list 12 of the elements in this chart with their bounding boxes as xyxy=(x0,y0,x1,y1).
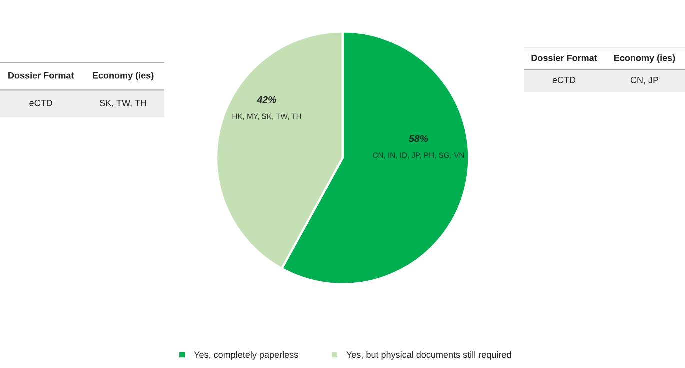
text: Dossier Format xyxy=(8,72,74,79)
legend-label: Yes, but physical documents still required xyxy=(346,351,512,360)
text: Economy (ies) xyxy=(614,54,676,64)
text: CN, JP xyxy=(630,76,659,84)
text: Dossier Format xyxy=(532,54,598,62)
legend-label: Yes, completely paperless xyxy=(194,351,298,360)
data-label: 42% xyxy=(257,96,276,104)
text: Economy (ies) xyxy=(93,72,154,81)
text: eCTD xyxy=(30,100,52,106)
data-label: 58% xyxy=(409,135,428,142)
text: SK, TW, TH xyxy=(100,100,146,108)
text: eCTD xyxy=(552,76,576,84)
